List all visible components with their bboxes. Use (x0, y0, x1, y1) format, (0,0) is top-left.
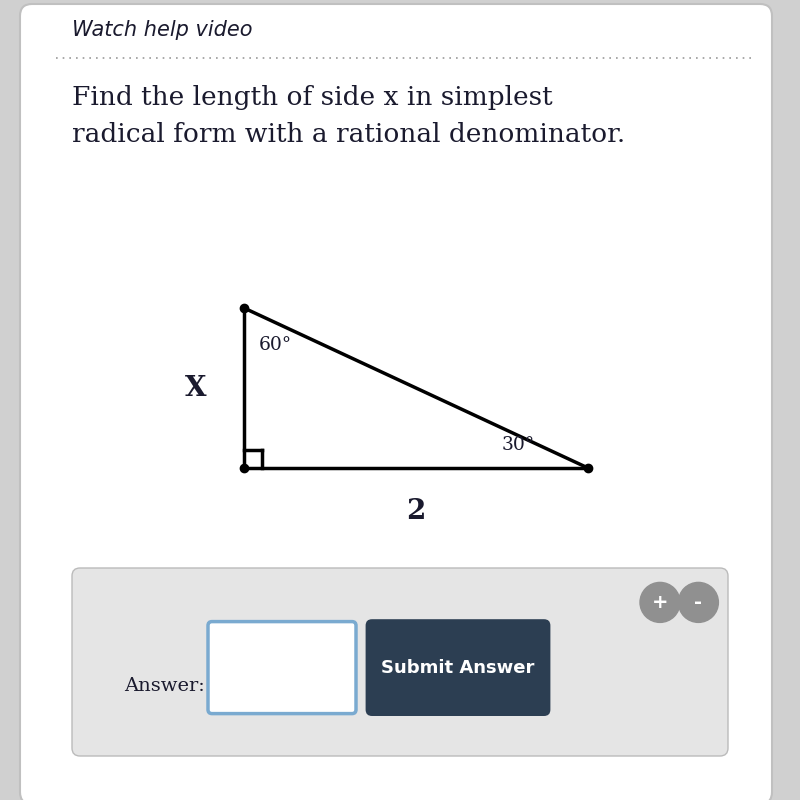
Text: 60°: 60° (258, 336, 291, 354)
Text: -: - (694, 593, 702, 612)
Text: Submit Answer: Submit Answer (382, 658, 534, 677)
Circle shape (678, 582, 718, 622)
Text: 30°: 30° (502, 435, 534, 454)
Text: Find the length of side x in simplest
radical form with a rational denominator.: Find the length of side x in simplest ra… (72, 86, 626, 146)
Text: Answer:: Answer: (124, 677, 205, 695)
FancyBboxPatch shape (366, 619, 550, 716)
Text: +: + (652, 593, 668, 612)
Circle shape (640, 582, 680, 622)
FancyBboxPatch shape (20, 4, 772, 800)
Text: X: X (185, 374, 207, 402)
FancyBboxPatch shape (208, 622, 356, 714)
FancyBboxPatch shape (72, 568, 728, 756)
Text: 2: 2 (406, 498, 426, 526)
Text: Watch help video: Watch help video (72, 20, 253, 40)
